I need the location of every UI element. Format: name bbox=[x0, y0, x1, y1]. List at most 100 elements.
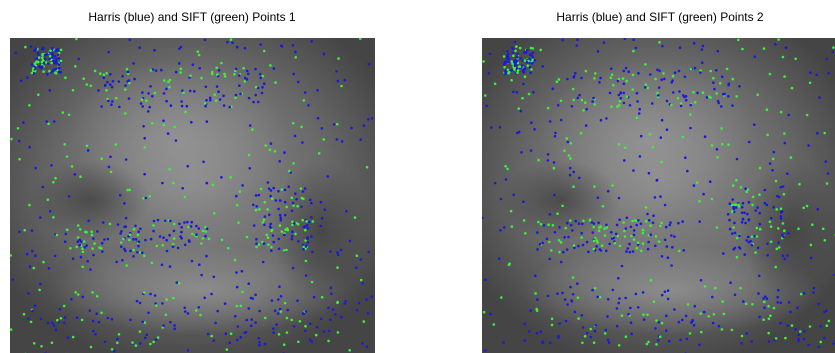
harris-point bbox=[187, 349, 190, 352]
sift-point bbox=[777, 38, 780, 41]
harris-point bbox=[138, 241, 141, 244]
harris-point bbox=[137, 230, 140, 233]
sift-point bbox=[105, 72, 108, 75]
harris-point bbox=[279, 217, 282, 220]
harris-point bbox=[693, 184, 696, 187]
harris-point bbox=[624, 37, 627, 40]
harris-point bbox=[750, 340, 753, 343]
harris-point bbox=[751, 244, 754, 247]
harris-point bbox=[514, 41, 517, 44]
harris-point bbox=[67, 336, 70, 339]
sift-point bbox=[791, 87, 794, 90]
harris-point bbox=[826, 58, 829, 61]
harris-point bbox=[141, 91, 144, 94]
harris-point bbox=[219, 98, 222, 101]
harris-point bbox=[759, 223, 762, 226]
sift-point bbox=[598, 226, 601, 229]
harris-point bbox=[103, 238, 106, 241]
sift-point bbox=[826, 324, 829, 327]
sift-point bbox=[303, 99, 306, 102]
sift-point bbox=[266, 208, 269, 211]
harris-point bbox=[169, 265, 172, 268]
harris-point bbox=[556, 292, 559, 295]
harris-point bbox=[141, 321, 144, 324]
sift-point bbox=[573, 244, 576, 247]
sift-point bbox=[716, 226, 719, 229]
harris-point bbox=[222, 95, 225, 98]
harris-point bbox=[656, 179, 659, 182]
harris-point bbox=[163, 92, 166, 95]
sift-point bbox=[592, 248, 595, 251]
harris-point bbox=[566, 303, 569, 306]
harris-point bbox=[319, 225, 322, 228]
sift-point bbox=[301, 219, 304, 222]
harris-point bbox=[31, 310, 34, 313]
harris-point bbox=[702, 45, 705, 48]
harris-point bbox=[323, 208, 326, 211]
harris-point bbox=[540, 330, 543, 333]
harris-point bbox=[547, 295, 550, 298]
harris-point bbox=[255, 243, 258, 246]
sift-point bbox=[614, 242, 617, 245]
harris-point bbox=[170, 104, 173, 107]
harris-point bbox=[101, 242, 104, 245]
harris-point bbox=[308, 221, 311, 224]
harris-point bbox=[731, 232, 734, 235]
sift-point bbox=[52, 181, 55, 184]
sift-point bbox=[211, 71, 214, 74]
harris-point bbox=[684, 75, 687, 78]
harris-point bbox=[669, 224, 672, 227]
sift-point bbox=[269, 149, 272, 152]
sift-point bbox=[806, 205, 809, 208]
harris-point bbox=[578, 94, 581, 97]
harris-point bbox=[549, 213, 552, 216]
sift-point bbox=[802, 207, 805, 210]
harris-point bbox=[788, 301, 791, 304]
harris-point bbox=[55, 57, 58, 60]
harris-point bbox=[633, 229, 636, 232]
sift-point bbox=[623, 230, 626, 233]
sift-point bbox=[90, 231, 93, 234]
harris-point bbox=[617, 302, 620, 305]
harris-point bbox=[694, 67, 697, 70]
harris-point bbox=[532, 91, 535, 94]
sift-point bbox=[519, 65, 522, 68]
sift-point bbox=[783, 193, 786, 196]
harris-point bbox=[176, 281, 179, 284]
sift-point bbox=[300, 187, 303, 190]
harris-point bbox=[668, 340, 671, 343]
harris-point bbox=[213, 339, 216, 342]
harris-point bbox=[504, 73, 507, 76]
sift-point bbox=[580, 236, 583, 239]
sift-point bbox=[635, 247, 638, 250]
harris-point bbox=[236, 46, 239, 49]
harris-point bbox=[162, 236, 165, 239]
harris-point bbox=[529, 309, 532, 312]
harris-point bbox=[321, 127, 324, 130]
harris-point bbox=[648, 219, 651, 222]
sift-point bbox=[100, 312, 103, 315]
harris-point bbox=[50, 164, 53, 167]
harris-point bbox=[111, 100, 114, 103]
sift-point bbox=[42, 261, 45, 264]
sift-point bbox=[337, 57, 340, 60]
harris-point bbox=[154, 294, 157, 297]
harris-point bbox=[554, 135, 557, 138]
harris-point bbox=[277, 190, 280, 193]
harris-point bbox=[55, 49, 58, 52]
harris-point bbox=[278, 248, 281, 251]
harris-point bbox=[74, 173, 77, 176]
harris-point bbox=[133, 78, 136, 81]
harris-point bbox=[350, 127, 353, 130]
harris-point bbox=[311, 251, 314, 254]
harris-point bbox=[529, 57, 532, 60]
harris-point bbox=[198, 263, 201, 266]
harris-point bbox=[102, 76, 105, 79]
harris-point bbox=[277, 298, 280, 301]
harris-point bbox=[488, 72, 491, 75]
sift-point bbox=[202, 237, 205, 240]
harris-point bbox=[109, 73, 112, 76]
harris-point bbox=[53, 120, 56, 123]
sift-point bbox=[173, 237, 176, 240]
harris-point bbox=[44, 58, 47, 61]
